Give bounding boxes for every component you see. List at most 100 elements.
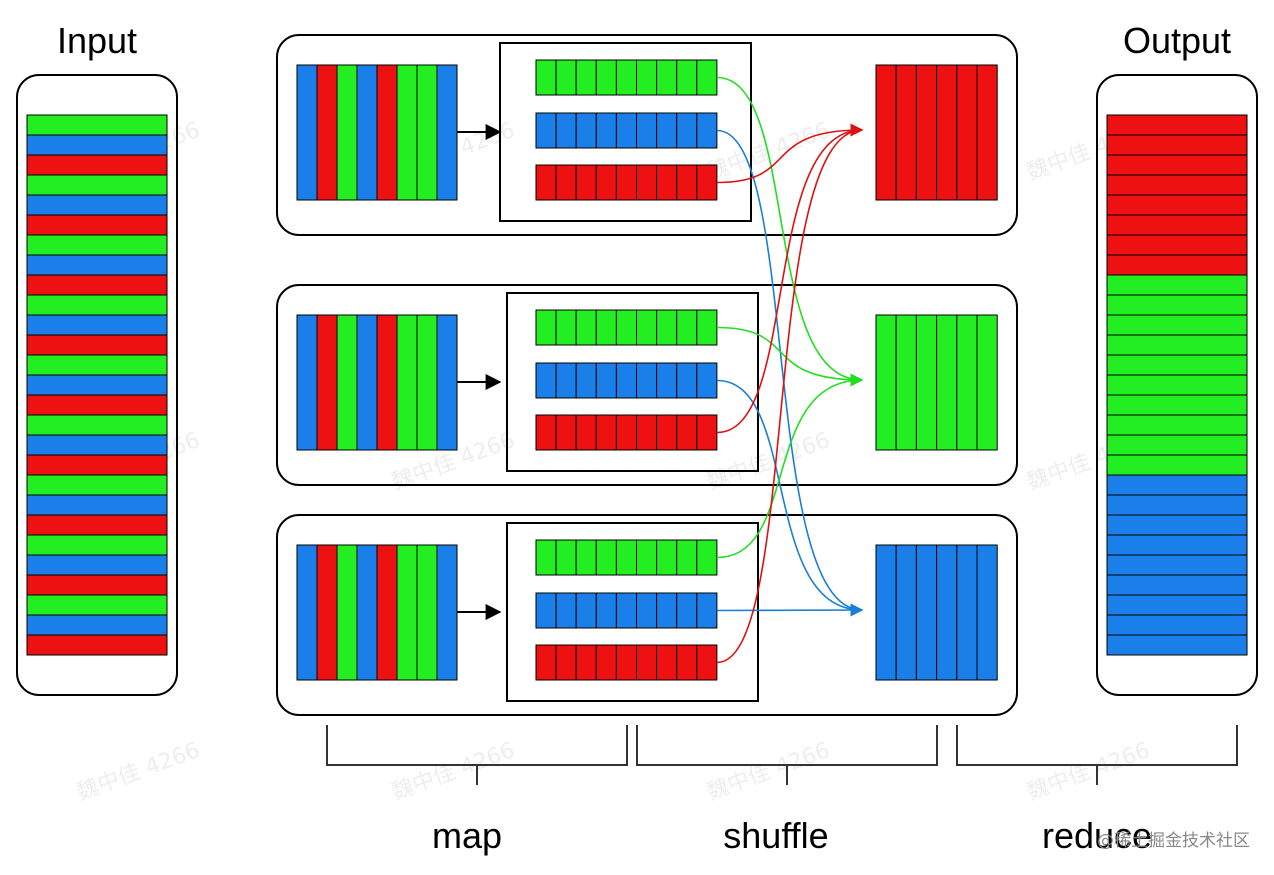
output-stripe [1106,214,1248,236]
reduce-bar [976,64,998,201]
partition-cell [615,539,638,576]
partition-cell [555,362,577,399]
machine-box [276,34,1018,236]
partition-cell [575,164,597,201]
input-stripe [26,354,168,376]
input-stripe [26,234,168,256]
output-stripe [1106,114,1248,136]
reduce-bar [875,64,897,201]
input-box [16,74,178,696]
partition-cell [696,592,718,629]
partition-cell [555,164,577,201]
partition-cell [615,112,638,149]
partition-cell [676,309,698,346]
partition-cell [575,644,597,681]
input-stripe [26,334,168,356]
partition-cell [595,112,617,149]
reduce-bar [895,544,917,681]
partition-cell [595,362,617,399]
map-input-bar [436,64,458,201]
shuffle-arrow [716,326,864,387]
input-stripe [26,294,168,316]
partition-cell [555,309,577,346]
partition-cell [535,592,557,629]
footer-watermark: @稀土掘金技术社区 [1097,831,1250,851]
partition-cell [575,112,597,149]
input-stripe [26,554,168,576]
shuffle-arrow [716,129,864,617]
map-input-bar [356,64,378,201]
output-stripe [1106,194,1248,216]
partition-cell [656,112,678,149]
output-stripe [1106,414,1248,436]
output-stripe [1106,454,1248,476]
partition-cell [555,59,577,96]
output-stripe [1106,614,1248,636]
partition-cell [636,644,658,681]
partition-cell [636,414,658,451]
partition-cell [676,414,698,451]
partition-cell [676,592,698,629]
shuffle-arrow [716,603,864,617]
output-stripe [1106,574,1248,596]
partition-cell [535,112,557,149]
output-stripe [1106,394,1248,416]
output-stripe [1106,314,1248,336]
partition-cell [575,362,597,399]
reduce-bar [956,314,978,451]
partition-cell [636,164,658,201]
partition-cell [676,362,698,399]
partition-cell [595,644,617,681]
input-stripe [26,634,168,656]
input-stripe [26,394,168,416]
partition-cell [656,164,678,201]
map-input-bar [336,544,358,681]
output-stripe [1106,274,1248,296]
output-stripe [1106,434,1248,456]
partition-cell [535,362,557,399]
partition-cell [615,414,638,451]
input-stripe [26,434,168,456]
map-input-bar [356,544,378,681]
map-label: map [432,815,502,856]
partition-cell [555,414,577,451]
partition-cell [615,592,638,629]
partition-cell [595,592,617,629]
reduce-bar [915,544,938,681]
output-stripe [1106,634,1248,656]
partition-cell [535,644,557,681]
partition-cell [595,164,617,201]
output-stripe [1106,174,1248,196]
shuffle-arrow [716,123,864,664]
partition-cell [615,309,638,346]
input-stripe [26,474,168,496]
input-stripe [26,594,168,616]
shapes [26,34,1248,716]
output-stripe [1106,554,1248,576]
reduce-label: reduce [1042,815,1152,856]
partition-cell [676,644,698,681]
input-stripe [26,154,168,176]
map-input-bar [376,544,398,681]
partition-cell [555,112,577,149]
map-input-bar [336,64,358,201]
partition-cell [656,362,678,399]
output-stripe [1106,134,1248,156]
machine-box [276,284,1018,486]
reduce-bar [936,64,958,201]
reduce-bar [895,314,917,451]
partition-cell [676,164,698,201]
input-stripe [26,454,168,476]
partition-cell [535,59,557,96]
partition-cell [575,59,597,96]
map-input-bar [316,64,338,201]
map-input-bar [396,544,418,681]
output-stripe [1106,594,1248,616]
partition-cell [696,309,718,346]
partition-cell [615,362,638,399]
partition-cell [636,592,658,629]
shuffle-arrow [716,123,864,434]
partition-cell [696,59,718,96]
input-stripe [26,114,168,136]
